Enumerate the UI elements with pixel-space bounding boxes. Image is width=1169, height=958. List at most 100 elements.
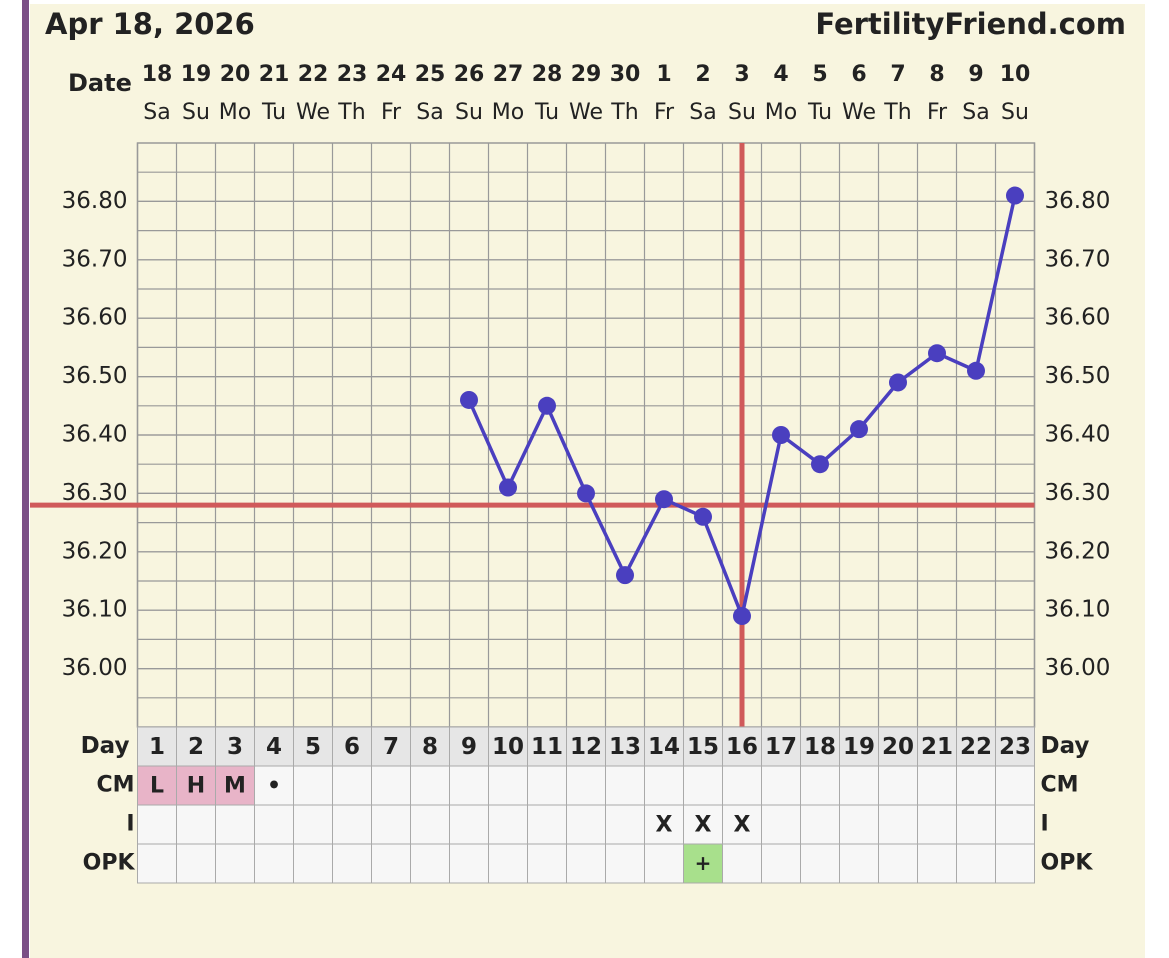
row-cell xyxy=(644,843,684,884)
row-cell xyxy=(605,765,645,806)
temperature-point xyxy=(1006,186,1024,205)
row-cell xyxy=(137,765,177,806)
row-value: + xyxy=(695,851,712,875)
row-value: H xyxy=(187,774,205,799)
weekday-label: Sa xyxy=(143,100,170,125)
day-number: 6 xyxy=(344,734,360,760)
y-tick-label: 36.40 xyxy=(62,422,128,448)
row-label: I xyxy=(126,812,134,837)
y-tick-label-right: 36.30 xyxy=(1045,480,1111,506)
row-value: X xyxy=(656,813,673,838)
weekday-label: Su xyxy=(728,100,756,125)
row-cell xyxy=(800,804,840,845)
date-label: 20 xyxy=(220,62,251,87)
y-tick-label-right: 36.80 xyxy=(1045,188,1111,214)
y-tick-label: 36.10 xyxy=(62,597,128,623)
date-label: 9 xyxy=(968,62,983,87)
weekday-label: Th xyxy=(883,100,911,125)
date-label: 22 xyxy=(298,62,329,87)
weekday-label: Tu xyxy=(807,100,832,125)
row-cell xyxy=(137,843,177,884)
day-cell xyxy=(605,726,645,767)
row-cell xyxy=(371,765,411,806)
day-number: 16 xyxy=(726,734,758,760)
row-cell xyxy=(449,804,489,845)
temperature-point xyxy=(616,566,634,585)
date-label: 18 xyxy=(142,62,173,87)
row-cell xyxy=(293,765,333,806)
date-label: 2 xyxy=(695,62,710,87)
day-cell xyxy=(761,726,801,767)
temperature-point xyxy=(811,455,829,474)
day-cell xyxy=(293,726,333,767)
row-cell xyxy=(917,804,957,845)
day-cell xyxy=(527,726,567,767)
row-cell xyxy=(761,765,801,806)
y-tick-label-right: 36.70 xyxy=(1045,246,1111,272)
weekday-label: We xyxy=(569,100,603,125)
row-cell xyxy=(917,843,957,884)
day-number: 20 xyxy=(882,734,914,760)
y-tick-label: 36.30 xyxy=(62,480,128,506)
y-tick-label: 36.60 xyxy=(62,305,128,331)
weekday-label: Mo xyxy=(765,100,797,125)
day-label: Day xyxy=(81,733,130,759)
row-cell xyxy=(956,765,996,806)
row-cell xyxy=(566,804,606,845)
day-cell xyxy=(995,726,1035,767)
weekday-label: Th xyxy=(610,100,638,125)
temperature-point xyxy=(694,507,712,526)
row-cell xyxy=(956,843,996,884)
day-number: 8 xyxy=(422,734,438,760)
row-cell xyxy=(839,804,879,845)
day-number: 14 xyxy=(648,734,680,760)
row-value: M xyxy=(224,774,246,799)
temperature-point xyxy=(889,373,907,392)
date-label: 29 xyxy=(571,62,602,87)
row-cell xyxy=(800,843,840,884)
temperature-point xyxy=(577,484,595,503)
weekday-label: Tu xyxy=(261,100,286,125)
weekday-label: Fr xyxy=(654,100,675,125)
day-cell xyxy=(254,726,294,767)
date-label: 4 xyxy=(773,62,788,87)
day-number: 4 xyxy=(266,734,282,760)
date-label: 24 xyxy=(376,62,407,87)
weekday-label: Mo xyxy=(219,100,251,125)
y-tick-label: 36.50 xyxy=(62,363,128,389)
date-label: 23 xyxy=(337,62,368,87)
y-tick-label-right: 36.10 xyxy=(1045,597,1111,623)
row-cell xyxy=(878,804,918,845)
weekday-label: Mo xyxy=(492,100,524,125)
day-number: 22 xyxy=(960,734,992,760)
row-label-right: CM xyxy=(1041,773,1079,798)
day-number: 3 xyxy=(227,734,243,760)
row-cell xyxy=(488,765,528,806)
row-cell xyxy=(176,765,216,806)
row-value: X xyxy=(734,813,751,838)
weekday-label: We xyxy=(296,100,330,125)
day-number: 23 xyxy=(999,734,1031,760)
row-cell xyxy=(995,843,1035,884)
row-cell xyxy=(449,843,489,884)
weekday-label: Fr xyxy=(381,100,402,125)
row-cell xyxy=(722,843,762,884)
weekday-label: Sa xyxy=(416,100,443,125)
weekday-label: We xyxy=(842,100,876,125)
source: FertilityFriend.com xyxy=(815,7,1126,41)
day-number: 18 xyxy=(804,734,836,760)
row-cell xyxy=(332,804,372,845)
row-cell xyxy=(215,843,255,884)
row-cell xyxy=(371,843,411,884)
day-number: 21 xyxy=(921,734,953,760)
row-cell xyxy=(878,765,918,806)
date-label: 21 xyxy=(259,62,290,87)
row-cell xyxy=(605,804,645,845)
date-label: 30 xyxy=(610,62,641,87)
row-cell xyxy=(488,804,528,845)
day-cell xyxy=(878,726,918,767)
day-number: 17 xyxy=(765,734,797,760)
y-tick-label-right: 36.20 xyxy=(1045,538,1111,564)
day-number: 10 xyxy=(492,734,524,760)
